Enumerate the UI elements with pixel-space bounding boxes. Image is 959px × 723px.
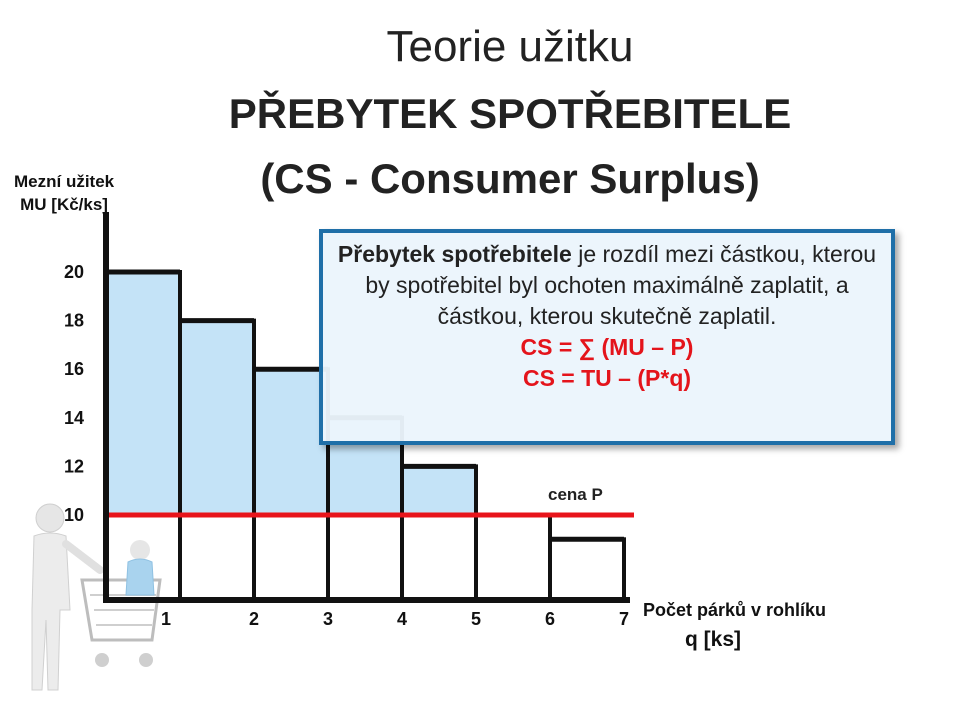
x-tick-label-6: 6	[545, 609, 555, 629]
x-tick-label-1: 1	[161, 609, 171, 629]
price-label: cena P	[548, 485, 603, 504]
shopper-figure-icon	[31, 503, 162, 691]
y-tick-label-16: 16	[64, 359, 84, 379]
y-tick-label-10: 10	[64, 505, 84, 525]
y-axis-label: Mezní užitek MU [Kč/ks]	[14, 170, 114, 216]
title-line2: PŘEBYTEK SPOTŘEBITELE	[228, 90, 792, 137]
x-axis-unit: q [ks]	[685, 628, 742, 651]
x-tick-label-5: 5	[471, 609, 481, 629]
formula-total: CS = TU – (P*q)	[522, 365, 692, 391]
surplus-area-bar-1	[106, 272, 180, 515]
y-axis-label-line2: MU [Kč/ks]	[20, 195, 108, 214]
x-tick-label-3: 3	[323, 609, 333, 629]
surplus-area-bar-2	[180, 320, 254, 515]
y-tick-label-20: 20	[64, 262, 84, 282]
definition-text: je rozdíl mezi částkou, kterou by spotře…	[365, 241, 877, 329]
y-tick-label-14: 14	[64, 408, 84, 428]
surplus-area-bar-3	[254, 369, 328, 515]
y-tick-label-18: 18	[64, 311, 84, 331]
x-axis-label: Počet párků v rohlíku	[643, 600, 827, 620]
x-tick-label-7: 7	[619, 609, 629, 629]
y-axis-label-line1: Mezní užitek	[14, 172, 115, 191]
title-line1: Teorie užitku	[386, 22, 634, 71]
x-tick-label-4: 4	[397, 609, 407, 629]
definition-term: Přebytek spotřebitele	[337, 241, 572, 267]
surplus-area-bar-5	[402, 466, 476, 515]
definition-box: Přebytek spotřebitele je rozdíl mezi čás…	[319, 229, 895, 445]
formula-sum: CS = ∑ (MU – P)	[520, 334, 694, 360]
title-line3: (CS - Consumer Surplus)	[260, 155, 760, 202]
y-tick-label-12: 12	[64, 456, 84, 476]
x-tick-label-2: 2	[249, 609, 259, 629]
